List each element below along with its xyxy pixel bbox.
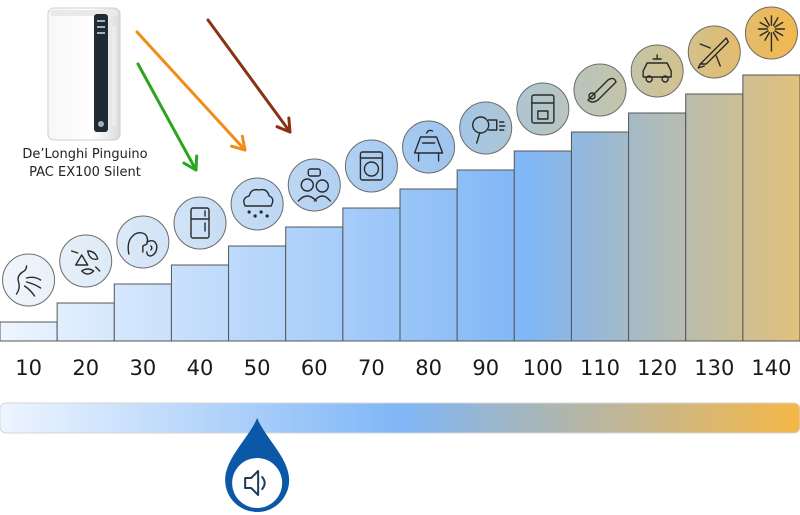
bar-30 <box>113 283 172 342</box>
piano-icon <box>402 120 456 174</box>
tick-label-140: 140 <box>751 356 791 380</box>
bar-140 <box>742 74 800 342</box>
bar-100 <box>513 150 572 342</box>
orange-arrow <box>135 30 247 152</box>
bar-120 <box>628 112 687 342</box>
car-icon <box>630 44 684 98</box>
rain-cloud-icon <box>230 177 284 231</box>
bar-80 <box>399 188 458 342</box>
whisper-breath-icon <box>2 253 56 307</box>
bar-60 <box>285 226 344 342</box>
bar-110 <box>570 131 630 342</box>
tick-label-90: 90 <box>472 356 499 380</box>
product-name-line1: De’Longhi Pinguino <box>22 147 148 162</box>
bar-130 <box>685 93 744 342</box>
refrigerator-icon <box>173 196 227 250</box>
tick-label-40: 40 <box>187 356 214 380</box>
tick-label-120: 120 <box>637 356 677 380</box>
green-arrow <box>136 62 199 172</box>
level-marker <box>225 418 290 512</box>
tick-label-110: 110 <box>580 356 620 380</box>
bar-50 <box>228 245 287 342</box>
quiet-conversation-icon <box>116 215 170 269</box>
arrows-layer <box>135 18 292 172</box>
tick-label-20: 20 <box>72 356 99 380</box>
product-label: De’Longhi Pinguino PAC EX100 Silent <box>0 146 170 182</box>
bar-40 <box>170 264 230 342</box>
tick-label-80: 80 <box>415 356 442 380</box>
air-conditioner-image <box>47 7 121 141</box>
jet-plane-icon <box>687 25 741 79</box>
hair-dryer-icon <box>459 101 513 155</box>
brown-arrow <box>206 18 292 134</box>
coffee-machine-icon <box>516 82 570 136</box>
tick-label-130: 130 <box>694 356 734 380</box>
rustling-leaves-icon <box>59 234 113 288</box>
bar-20 <box>56 302 115 342</box>
tick-labels-layer: 10 20 30 40 50 60 70 80 90 100 110 120 130 140 <box>15 356 791 380</box>
conversation-icon <box>287 158 341 212</box>
speaker-icon <box>244 470 266 496</box>
tick-label-60: 60 <box>301 356 328 380</box>
tick-label-30: 30 <box>129 356 156 380</box>
scale-bar <box>0 402 800 434</box>
bar-10 <box>0 321 58 342</box>
tick-label-50: 50 <box>244 356 271 380</box>
tick-label-10: 10 <box>15 356 42 380</box>
tick-label-70: 70 <box>358 356 385 380</box>
tick-label-100: 100 <box>523 356 563 380</box>
bar-70 <box>342 207 401 342</box>
bars-layer <box>0 74 800 342</box>
icons-layer <box>2 6 798 307</box>
fireworks-icon <box>744 6 798 60</box>
product-name-line2: PAC EX100 Silent <box>29 165 141 180</box>
washing-machine-icon <box>344 139 398 193</box>
chainsaw-icon <box>573 63 627 117</box>
bar-90 <box>456 169 515 342</box>
